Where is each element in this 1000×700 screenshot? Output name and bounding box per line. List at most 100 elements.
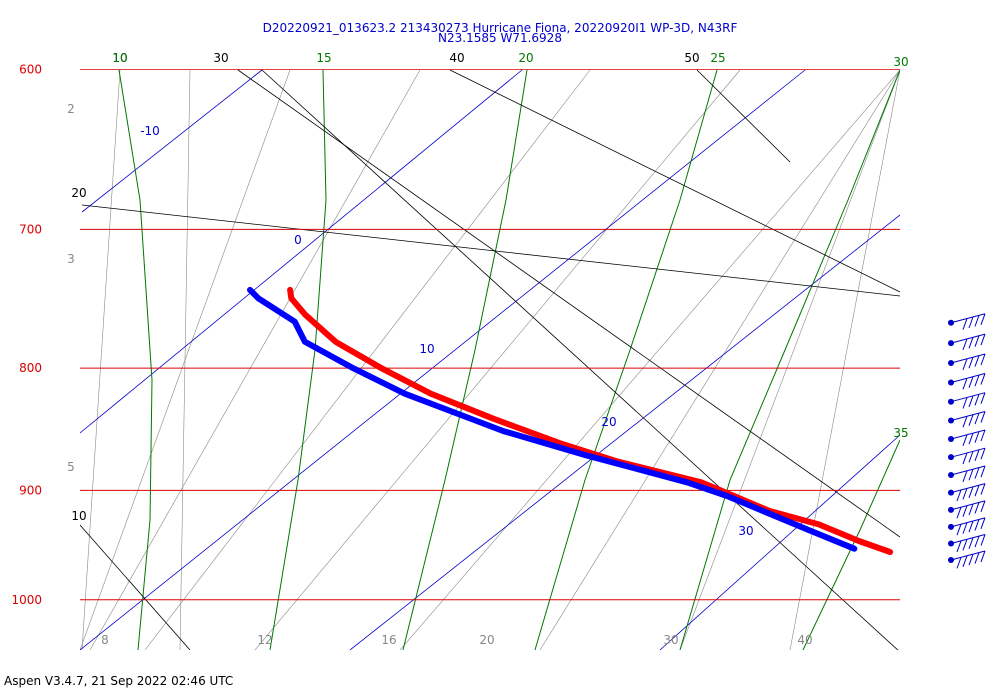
wind-barb-flag <box>974 467 980 479</box>
wind-barb-flag <box>974 355 980 367</box>
wind-barb-staff <box>950 333 986 344</box>
wind-barb <box>948 429 986 446</box>
wind-barb-flag <box>980 517 986 530</box>
wind-barb <box>948 500 986 519</box>
wind-barb-flag <box>968 337 974 349</box>
wind-barb-staff <box>950 411 986 422</box>
wind-barb-staff <box>950 483 986 494</box>
dry-adiabat-label: 0 <box>294 233 302 247</box>
isotherm-label: 10 <box>71 509 86 523</box>
wind-barb-staff <box>950 465 986 476</box>
moist-adiabat-line <box>269 69 327 650</box>
wind-barb-staff <box>950 447 986 458</box>
wind-barb <box>948 411 986 428</box>
dry-adiabat-label: 20 <box>601 415 616 429</box>
wind-barb-flag <box>956 507 962 519</box>
wind-barb-flag <box>962 470 968 483</box>
wind-barb-staff <box>950 550 986 561</box>
pressure-tick-label: 600 <box>19 62 42 76</box>
mixing-ratio-line <box>539 69 900 650</box>
isotherm-label: 50 <box>684 51 699 65</box>
moist-adiabat-line <box>679 69 900 650</box>
wind-barb-flag <box>980 448 986 460</box>
wind-barb-flag <box>980 429 986 442</box>
chart-title-line1: D20220921_013623.2 213430273 Hurricane F… <box>262 21 738 35</box>
mixing-ratio-line <box>399 69 900 650</box>
wind-barb-staff <box>950 517 986 528</box>
wind-barb-flag <box>974 519 980 531</box>
mixing-ratio-label: 8 <box>101 633 109 647</box>
wind-barb <box>948 550 986 569</box>
wind-barb-flag <box>956 540 962 553</box>
pressure-tick-label: 700 <box>19 222 42 236</box>
wind-barb-flag <box>968 486 974 498</box>
wind-barb-flag <box>980 353 986 366</box>
moist-adiabat-line <box>534 69 718 650</box>
moist-adiabat-label: 20 <box>518 51 533 65</box>
wind-barb-flag <box>968 414 974 426</box>
wind-barb <box>948 392 986 409</box>
moist-adiabat-line <box>802 439 900 650</box>
isotherm-line <box>237 69 900 538</box>
dry-adiabat-line <box>80 69 523 434</box>
wind-barb-flag <box>962 488 968 500</box>
moist-adiabat-label: 30 <box>893 55 908 69</box>
isotherm-line <box>80 524 191 650</box>
mixing-ratio-line <box>80 69 291 650</box>
plot-area <box>80 69 900 650</box>
wind-barb-flag <box>974 394 980 406</box>
wind-barb-staff <box>950 429 986 440</box>
wind-barb-staff <box>950 500 986 511</box>
dry-adiabat-label: 10 <box>419 342 434 356</box>
mixing-ratio-line <box>789 69 900 650</box>
wind-barb-flag <box>968 395 974 408</box>
wind-barb-flag <box>962 434 968 446</box>
wind-barb-flag <box>980 465 986 478</box>
wind-barb-flag <box>962 318 968 330</box>
wind-barb-flag <box>968 316 974 329</box>
wind-barb-flag <box>956 557 962 569</box>
wind-barb-flag <box>974 535 980 548</box>
pressure-tick-label: 800 <box>19 361 42 375</box>
wind-barb-flag <box>968 451 974 463</box>
wind-barb-flag <box>974 502 980 514</box>
isotherm-label: 30 <box>213 51 228 65</box>
wind-barb-flag <box>980 373 986 385</box>
isotherm-line <box>696 69 791 163</box>
mixing-ratio-label: 16 <box>381 633 396 647</box>
moist-adiabat-label: 35 <box>893 426 908 440</box>
wind-barb-flag <box>968 433 974 445</box>
wind-barb-flag <box>968 554 974 566</box>
mixing-ratio-line <box>89 69 421 650</box>
pressure-tick-label: 1000 <box>11 593 42 607</box>
pressure-tick-label: 900 <box>19 483 42 497</box>
temperature-profile <box>287 286 894 555</box>
moist-adiabat-label: 10 <box>112 51 127 65</box>
mixing-ratio-line <box>679 69 900 650</box>
wind-barb-flag <box>962 555 968 567</box>
wind-barb-staff <box>950 534 986 545</box>
wind-barb <box>948 313 986 330</box>
software-version-footer: Aspen V3.4.7, 21 Sep 2022 02:46 UTC <box>4 674 234 688</box>
dry-adiabat-label: -10 <box>140 124 160 138</box>
wind-barb-flag <box>980 550 986 563</box>
mixing-ratio-label: 5 <box>67 460 75 474</box>
wind-barb-flag <box>974 552 980 564</box>
wind-barb <box>948 373 986 390</box>
wind-barb-flag <box>962 539 968 551</box>
wind-barb-flag <box>962 397 968 409</box>
wind-barb <box>948 333 986 351</box>
wind-barb-flag <box>980 411 986 423</box>
wind-barb-flag <box>956 524 962 536</box>
wind-barb-flag <box>974 374 980 387</box>
wind-barb-flag <box>980 500 986 513</box>
wind-barb-flag <box>980 534 986 546</box>
wind-barb-staff <box>950 353 986 364</box>
wind-barb-flag <box>968 503 974 516</box>
mixing-ratio-label: 3 <box>67 252 75 266</box>
mixing-ratio-label: 20 <box>479 633 494 647</box>
mixing-ratio-line <box>254 69 741 650</box>
wind-barb <box>948 483 986 502</box>
mixing-ratio-label: 40 <box>797 633 812 647</box>
